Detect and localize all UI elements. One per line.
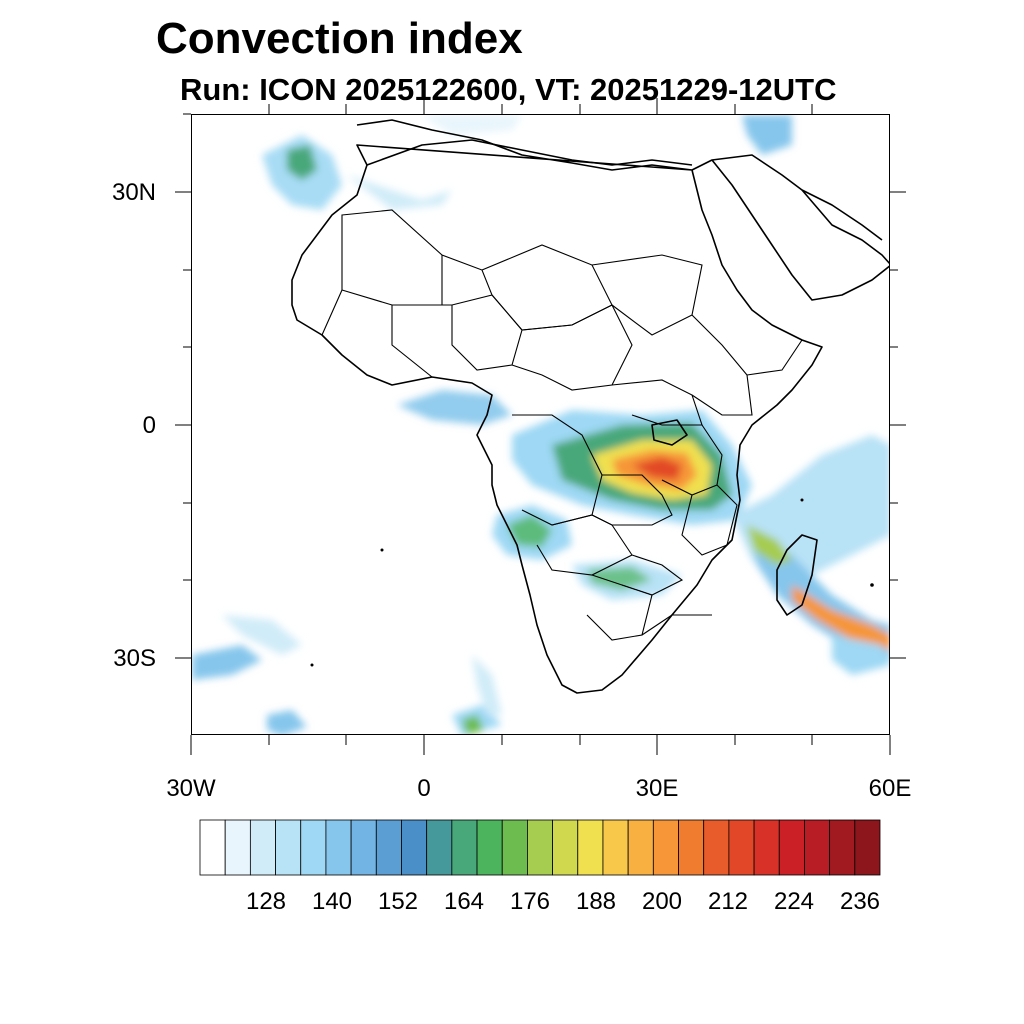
colorbar-label: 224	[773, 888, 815, 915]
convection-area	[732, 435, 889, 585]
colorbar-swatch	[753, 819, 780, 876]
islands	[310, 498, 874, 667]
lat-label-0: 0	[142, 412, 156, 439]
island	[870, 583, 874, 587]
colorbar-swatch	[426, 819, 453, 876]
colorbar-swatch	[249, 819, 276, 876]
colorbar-swatch	[224, 819, 251, 876]
map-title: Convection index	[156, 14, 523, 63]
mediterranean-coastline	[366, 139, 693, 166]
colorbar-label: 128	[245, 888, 287, 915]
lake-victoria	[651, 419, 688, 446]
lon-label-60e: 60E	[868, 775, 912, 802]
convection-area	[222, 615, 302, 655]
convection-area	[287, 145, 317, 180]
colorbar-swatch	[577, 819, 604, 876]
colorbar-label: 164	[443, 888, 485, 915]
colorbar-swatch	[703, 819, 730, 876]
lon-label-30w: 30W	[166, 775, 216, 802]
map-canvas	[192, 115, 889, 734]
colorbar-swatch	[854, 819, 881, 876]
colorbar-label: 236	[839, 888, 881, 915]
colorbar-swatch	[375, 819, 402, 876]
coastline	[291, 119, 889, 694]
convection-area	[747, 525, 792, 565]
convection-area	[267, 710, 307, 734]
colorbar-swatch	[552, 819, 579, 876]
colorbar-label: 212	[707, 888, 749, 915]
colorbar-label: 152	[377, 888, 419, 915]
map-subtitle: Run: ICON 2025122600, VT: 20251229-12UTC	[180, 72, 837, 107]
convection-area	[397, 390, 512, 425]
colorbar-swatch	[778, 819, 805, 876]
colorbar-swatch	[527, 819, 553, 876]
colorbar-swatch	[602, 819, 629, 876]
colorbar-label: 188	[575, 888, 617, 915]
convection-area	[422, 115, 522, 135]
colorbar-swatch	[804, 819, 831, 876]
convection-area	[742, 115, 792, 155]
convection-area	[832, 635, 889, 675]
island	[310, 663, 314, 667]
convection-area	[192, 645, 262, 680]
colorbar-label: 200	[641, 888, 683, 915]
colorbar-swatch	[627, 819, 654, 876]
colorbar-swatch	[501, 819, 528, 876]
colorbar-swatch	[652, 819, 679, 876]
island	[800, 498, 804, 502]
convection-area	[462, 715, 484, 734]
colorbar-swatch	[476, 819, 503, 876]
colorbar-swatch	[401, 819, 428, 876]
africa-coastline	[291, 119, 889, 694]
lon-label-0: 0	[417, 775, 431, 802]
colorbar-swatch	[350, 819, 377, 876]
colorbar-swatch	[300, 819, 327, 876]
colorbar-label: 176	[509, 888, 551, 915]
madagascar-coastline	[776, 534, 818, 616]
colorbar-swatch	[199, 819, 226, 876]
colorbar-swatch	[275, 819, 302, 876]
convection-area	[472, 655, 502, 715]
convection-area	[632, 457, 682, 480]
country-borders	[321, 209, 803, 641]
map-area[interactable]	[191, 114, 890, 735]
lat-label-30s: 30S	[113, 645, 156, 672]
colorbar-swatch	[678, 819, 705, 876]
convection-area	[507, 515, 552, 547]
island	[380, 548, 384, 552]
convection-area	[587, 567, 652, 590]
arabia-coastline	[711, 159, 889, 301]
colorbar-swatch	[728, 819, 755, 876]
convection-area	[792, 585, 889, 650]
colorbar-swatch	[829, 819, 856, 876]
colorbar-label: 140	[311, 888, 353, 915]
colorbar-swatch	[451, 819, 478, 876]
convection-area	[347, 175, 452, 210]
lon-label-30e: 30E	[635, 775, 679, 802]
lat-label-30n: 30N	[111, 179, 156, 206]
convection-field	[192, 115, 889, 734]
colorbar-swatch	[325, 819, 352, 876]
